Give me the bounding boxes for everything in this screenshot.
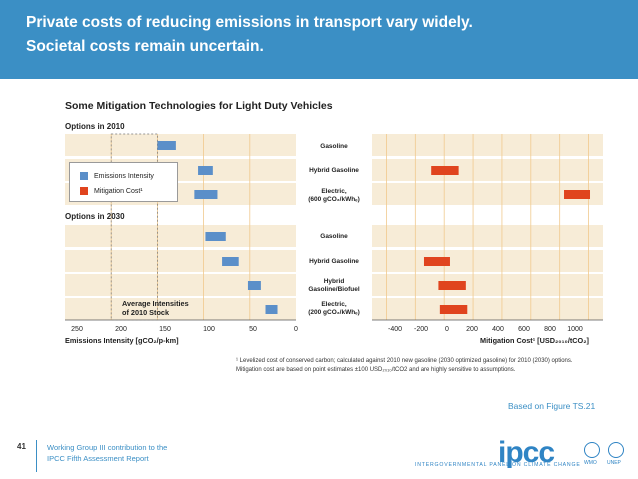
emissions-bar bbox=[222, 257, 239, 266]
right-tick-label: -200 bbox=[413, 326, 428, 333]
average-intensity-label: Average Intensities of 2010 Stock bbox=[122, 299, 189, 317]
left-tick-label: 0 bbox=[294, 326, 298, 333]
unep-logo-icon bbox=[608, 442, 624, 458]
emissions-bar bbox=[205, 232, 226, 241]
left-tick-label: 200 bbox=[115, 326, 127, 333]
footer-text: Working Group III contribution to the IP… bbox=[47, 442, 167, 464]
left-tick-label: 50 bbox=[249, 326, 257, 333]
page-number: 41 bbox=[17, 442, 26, 451]
right-row-band bbox=[372, 225, 603, 247]
left-row-band bbox=[65, 225, 296, 247]
tech-label-line: Hybrid Gasoline bbox=[309, 167, 359, 174]
tech-label-line: Hybrid bbox=[323, 278, 345, 285]
right-tick-label: 800 bbox=[544, 326, 556, 333]
right-row-band bbox=[372, 250, 603, 272]
tech-label-2030-electric: Electric, (200 gCO₂/kWhₑ) bbox=[300, 301, 368, 317]
mitigation-cost-bar bbox=[564, 190, 591, 199]
tech-label-line: Gasoline bbox=[320, 233, 348, 240]
unep-label: UNEP bbox=[607, 460, 621, 466]
emissions-bar bbox=[157, 141, 176, 150]
wmo-label: WMO bbox=[584, 460, 597, 466]
left-row-band bbox=[65, 250, 296, 272]
right-row-band bbox=[372, 159, 603, 181]
ipcc-subtitle: INTERGOVERNMENTAL PANEL ON CLIMATE CHANG… bbox=[415, 462, 581, 468]
right-tick-label: 1000 bbox=[567, 326, 583, 333]
right-tick-label: -400 bbox=[387, 326, 402, 333]
right-tick-label: 400 bbox=[492, 326, 504, 333]
tech-label-2010-electric: Electric, (600 gCO₂/kWhₑ) bbox=[300, 188, 368, 204]
mitigation-cost-bar bbox=[431, 166, 459, 175]
emissions-bar bbox=[194, 190, 218, 199]
average-intensity-line-1: Average Intensities bbox=[122, 299, 189, 308]
tech-label-line: Electric, bbox=[321, 301, 347, 308]
section-label-2030: Options in 2030 bbox=[65, 212, 125, 221]
tech-label-2010-gasoline: Gasoline bbox=[300, 143, 368, 151]
right-row-band bbox=[372, 274, 603, 296]
legend-label-mitigation: Mitigation Cost¹ bbox=[94, 187, 143, 195]
chart-title: Some Mitigation Technologies for Light D… bbox=[65, 100, 333, 112]
tech-label-2030-hybrid-gasoline: Hybrid Gasoline bbox=[300, 258, 368, 266]
tech-label-2010-hybrid-gasoline: Hybrid Gasoline bbox=[300, 167, 368, 175]
average-intensity-line-2: of 2010 Stock bbox=[122, 308, 170, 317]
tech-label-2030-gasoline: Gasoline bbox=[300, 233, 368, 241]
left-row-band bbox=[65, 274, 296, 296]
right-row-band bbox=[372, 183, 603, 205]
emissions-bar bbox=[198, 166, 213, 175]
left-row-band bbox=[65, 134, 296, 156]
mitigation-cost-bar bbox=[423, 257, 450, 266]
legend-item-emissions: Emissions Intensity bbox=[80, 172, 154, 180]
legend-item-mitigation: Mitigation Cost¹ bbox=[80, 187, 143, 195]
tech-label-line: (200 gCO₂/kWhₑ) bbox=[308, 309, 360, 316]
legend-label-emissions: Emissions Intensity bbox=[94, 172, 154, 180]
chart-legend: Emissions Intensity Mitigation Cost¹ bbox=[69, 162, 178, 202]
left-axis-label: Emissions Intensity [gCO₂/p-km] bbox=[65, 336, 179, 345]
section-label-2010: Options in 2010 bbox=[65, 122, 125, 131]
tech-label-line: Electric, bbox=[321, 188, 347, 195]
legend-swatch-emissions bbox=[80, 172, 88, 180]
tech-label-2030-hybrid-biofuel: Hybrid Gasoline/Biofuel bbox=[300, 278, 368, 294]
mitigation-cost-bar bbox=[438, 281, 466, 290]
left-tick-label: 100 bbox=[203, 326, 215, 333]
right-row-band bbox=[372, 134, 603, 156]
footer-divider bbox=[36, 440, 37, 472]
right-tick-label: 0 bbox=[445, 326, 449, 333]
mitigation-cost-bar bbox=[439, 305, 468, 314]
left-tick-label: 250 bbox=[71, 326, 83, 333]
title-banner: Private costs of reducing emissions in t… bbox=[0, 0, 638, 79]
left-tick-label: 150 bbox=[159, 326, 171, 333]
footnote-line-2: Mitigation cost are based on point estim… bbox=[236, 367, 516, 373]
source-note: Based on Figure TS.21 bbox=[508, 401, 596, 411]
footer-line-2: IPCC Fifth Assessment Report bbox=[47, 454, 149, 463]
emissions-bar bbox=[265, 305, 278, 314]
slide-title-line-1: Private costs of reducing emissions in t… bbox=[26, 14, 473, 31]
ipcc-logo: ipcc bbox=[498, 436, 555, 469]
footnote-line-1: ¹ Levelized cost of conserved carbon; ca… bbox=[236, 358, 573, 364]
wmo-logo-icon bbox=[584, 442, 600, 458]
tech-label-line: Hybrid Gasoline bbox=[309, 258, 359, 265]
right-row-band bbox=[372, 298, 603, 320]
legend-swatch-mitigation bbox=[80, 187, 88, 195]
right-axis-label: Mitigation Cost¹ [USD₂₀₁₀/tCO₂] bbox=[480, 336, 589, 345]
tech-label-line: Gasoline/Biofuel bbox=[308, 286, 360, 293]
emissions-bar bbox=[247, 281, 261, 290]
tech-label-line: Gasoline bbox=[320, 143, 348, 150]
right-tick-label: 600 bbox=[518, 326, 530, 333]
tech-label-line: (600 gCO₂/kWhₑ) bbox=[308, 196, 360, 203]
slide-title-line-2: Societal costs remain uncertain. bbox=[26, 38, 264, 55]
footer-line-1: Working Group III contribution to the bbox=[47, 443, 168, 452]
left-row-band bbox=[65, 298, 296, 320]
right-tick-label: 200 bbox=[466, 326, 478, 333]
